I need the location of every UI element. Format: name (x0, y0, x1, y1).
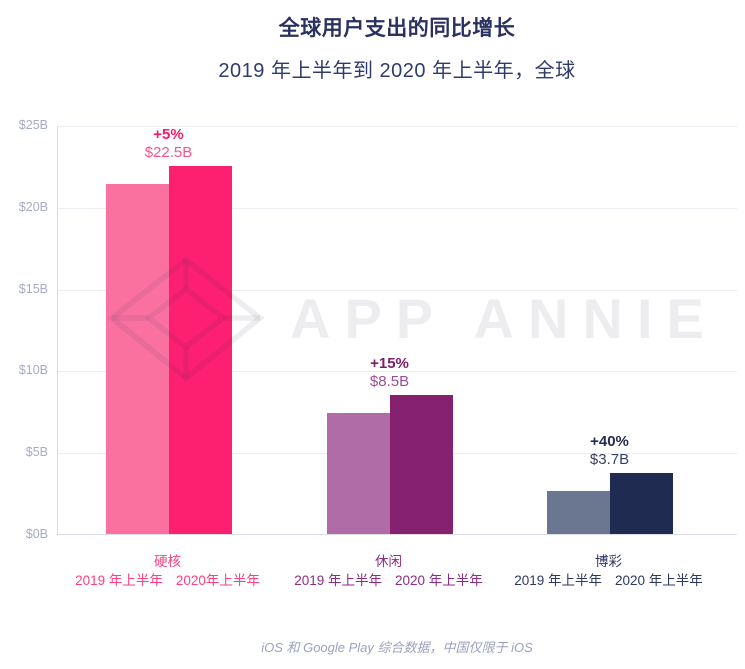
period-label-row: 2019 年上半年 2020 年上半年 (479, 569, 739, 589)
growth-value-label: $3.7B (589, 451, 630, 469)
y-tick-label: $25B (18, 118, 48, 132)
growth-value-label: $22.5B (144, 143, 193, 161)
y-tick-label: $5B (25, 445, 48, 460)
period-label: 2020 年上半年 (615, 573, 703, 588)
source-note: iOS 和 Google Play 综合数据，中国仅限于 iOS (261, 640, 533, 655)
growth-annotation: +15% $8.5B (305, 355, 475, 391)
y-tick-label: $15B (18, 281, 48, 296)
growth-pct-label: +5% (153, 125, 184, 143)
bar-group1-2019 (105, 183, 169, 534)
growth-pct-label: +40% (590, 433, 629, 451)
growth-annotation: +40% $3.7B (525, 433, 695, 469)
bar-group2-2019 (326, 412, 390, 534)
gridline-$20B (58, 207, 737, 209)
bar-group3-2020 (609, 473, 673, 534)
chart-title: 全球用户支出的同比增长 (278, 17, 516, 40)
y-tick-label: $20B (18, 199, 48, 214)
growth-annotation: +5% $22.5B (84, 126, 254, 162)
period-label: 2020 年上半年 (395, 573, 483, 588)
category-label: 休闲 (375, 554, 402, 569)
bar-group3-2019 (546, 490, 610, 534)
category-label: 博彩 (595, 554, 622, 569)
chart-subtitle: 2019 年上半年到 2020 年上半年，全球 (218, 60, 576, 82)
gridline-$15B (58, 289, 737, 291)
chart-header: 全球用户支出的同比增长 2019 年上半年到 2020 年上半年，全球 (57, 0, 737, 83)
bar-group1-2020 (168, 165, 232, 534)
period-label: 2020年上半年 (175, 573, 260, 588)
period-label: 2019 年上半年 (75, 573, 163, 588)
category-label: 硬核 (154, 554, 181, 569)
plot-area: +5% $22.5B +15% $8.5B +40% $3.7B (57, 126, 737, 535)
period-label: 2019 年上半年 (294, 573, 382, 588)
period-label-row: 2019 年上半年 2020 年上半年 (259, 569, 519, 589)
gridline-$10B (58, 371, 737, 373)
period-label: 2019 年上半年 (514, 573, 602, 588)
growth-pct-label: +15% (370, 354, 409, 372)
bar-group2-2020 (389, 394, 453, 534)
growth-value-label: $8.5B (369, 372, 410, 390)
y-tick-label: $0B (25, 527, 48, 541)
gridline-$25B (58, 126, 737, 127)
y-tick-label: $10B (18, 363, 48, 378)
period-label-row: 2019 年上半年 2020年上半年 (38, 569, 298, 589)
